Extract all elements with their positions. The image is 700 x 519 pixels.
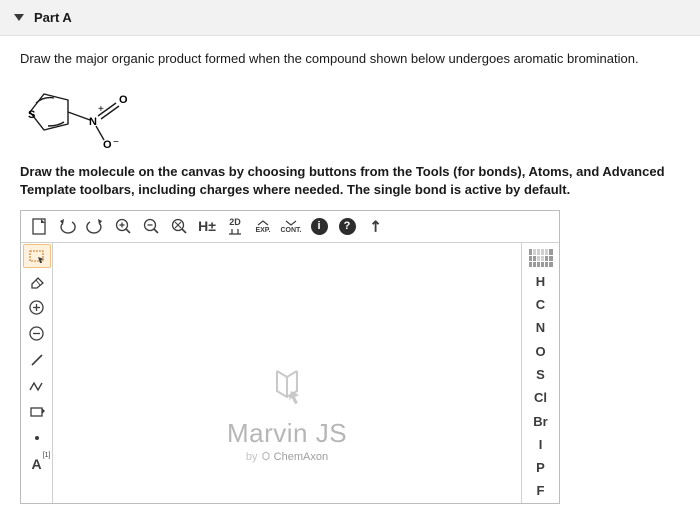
atom-cl[interactable]: Cl	[524, 387, 558, 408]
atom-br[interactable]: Br	[524, 410, 558, 431]
periodic-table-icon	[529, 249, 553, 267]
question-text: Draw the major organic product formed wh…	[20, 50, 680, 68]
atom-c[interactable]: C	[524, 294, 558, 315]
atom-i[interactable]: I	[524, 434, 558, 455]
drawing-canvas[interactable]: Marvin JS by ChemAxon	[53, 243, 521, 503]
zoom-fit-button[interactable]	[165, 213, 193, 239]
top-toolbar: H± 2D EXP. CONT. i ? ↗	[21, 211, 559, 243]
info-button[interactable]: i	[305, 213, 333, 239]
s-label: S	[28, 109, 35, 121]
marvinjs-logo-icon	[265, 365, 309, 409]
minus-charge: −	[113, 137, 119, 148]
fullscreen-button[interactable]: ↗	[361, 213, 389, 239]
collapse-triangle-icon	[14, 14, 24, 21]
charge-plus-tool[interactable]	[22, 295, 52, 321]
help-button[interactable]: ?	[333, 213, 361, 239]
clean-2d-button[interactable]: 2D	[221, 213, 249, 239]
periodic-table-button[interactable]	[524, 248, 558, 269]
o-bottom: O	[103, 139, 112, 148]
charge-minus-tool[interactable]	[22, 321, 52, 347]
atom-n[interactable]: N	[524, 317, 558, 338]
molecule-structure: S N + O O −	[18, 76, 680, 151]
radical-tool[interactable]	[22, 425, 52, 451]
right-toolbar: H C N O S Cl Br I P F	[521, 243, 559, 503]
left-toolbar: A [1]	[21, 243, 53, 503]
hydrogen-toggle-button[interactable]: H±	[193, 213, 221, 239]
atom-o[interactable]: O	[524, 341, 558, 362]
watermark-title: Marvin JS	[227, 418, 347, 449]
marvinjs-watermark: Marvin JS by ChemAxon	[227, 365, 347, 463]
zoom-out-button[interactable]	[137, 213, 165, 239]
help-icon: ?	[339, 218, 356, 235]
fullscreen-icon: ↗	[364, 215, 386, 237]
info-icon: i	[311, 218, 328, 235]
single-bond-tool[interactable]	[22, 347, 52, 373]
question-body: Draw the major organic product formed wh…	[0, 36, 700, 504]
atom-s[interactable]: S	[524, 364, 558, 385]
instructions-text: Draw the molecule on the canvas by choos…	[20, 163, 680, 199]
o-top: O	[119, 94, 128, 106]
chain-tool[interactable]	[22, 373, 52, 399]
atom-h[interactable]: H	[524, 271, 558, 292]
new-button[interactable]	[25, 213, 53, 239]
atom-p[interactable]: P	[524, 457, 558, 478]
expand-button[interactable]: EXP.	[249, 213, 277, 239]
selection-tool[interactable]	[23, 244, 51, 268]
atom-f[interactable]: F	[524, 480, 558, 501]
marvinjs-editor: H± 2D EXP. CONT. i ? ↗	[20, 210, 560, 504]
part-label: Part A	[34, 10, 72, 25]
erase-tool[interactable]	[22, 269, 52, 295]
zoom-in-button[interactable]	[109, 213, 137, 239]
abbrev-tool[interactable]: A [1]	[22, 451, 52, 477]
template-tool[interactable]	[22, 399, 52, 425]
contract-button[interactable]: CONT.	[277, 213, 305, 239]
part-header[interactable]: Part A	[0, 0, 700, 36]
redo-button[interactable]	[81, 213, 109, 239]
watermark-byline: by ChemAxon	[227, 451, 347, 463]
undo-button[interactable]	[53, 213, 81, 239]
